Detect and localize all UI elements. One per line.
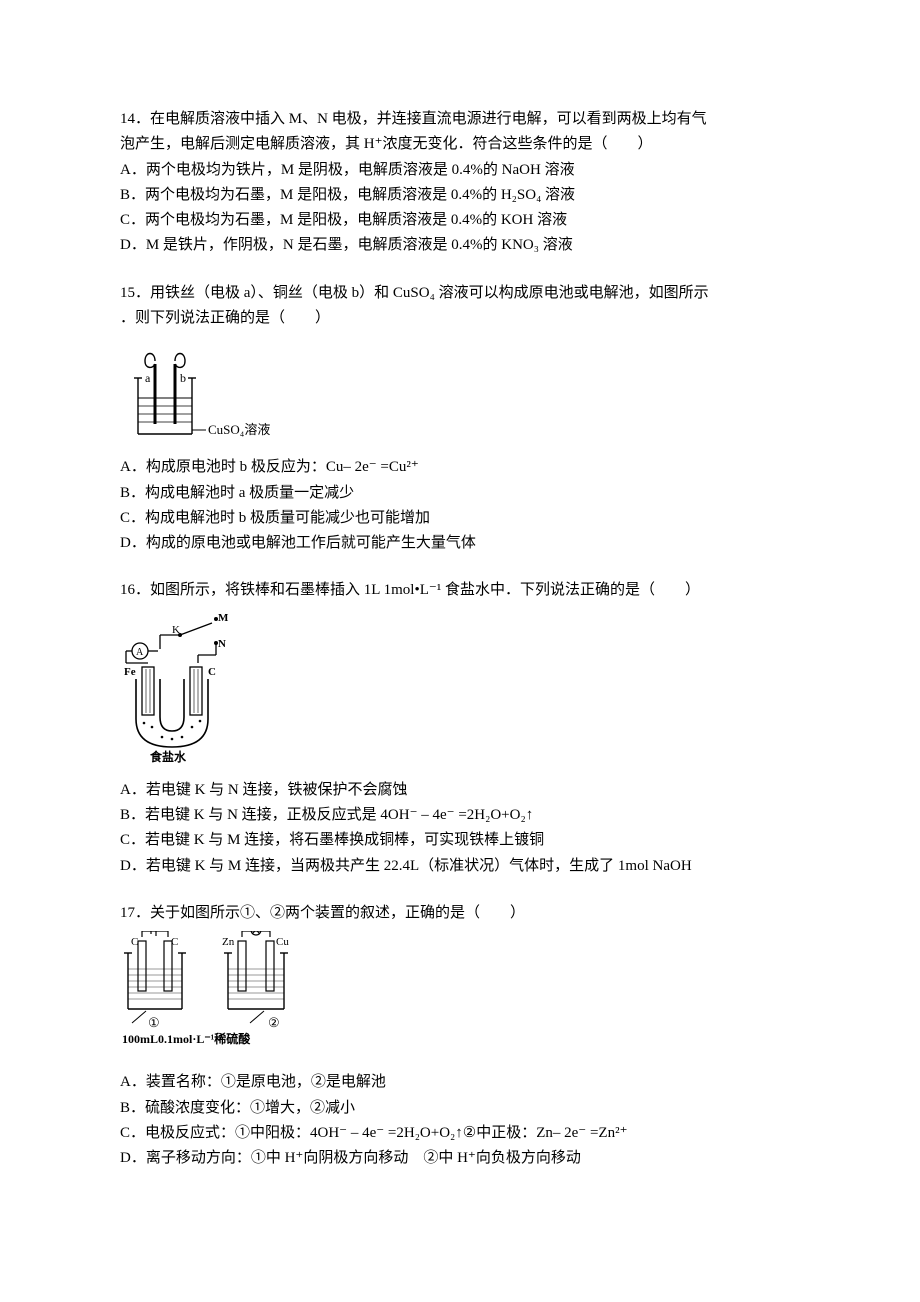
q14-stem-line1: 14．在电解质溶液中插入 M、N 电极，并连接直流电源进行电解，可以看到两极上均…	[120, 108, 800, 131]
q14-stem-line2: 泡产生，电解后测定电解质溶液，其 H⁺浓度无变化．符合这些条件的是（ ）	[120, 133, 800, 156]
q17-option-a: A．装置名称：①是原电池，②是电解池	[120, 1071, 800, 1094]
svg-text:b: b	[180, 371, 186, 385]
q17-option-d: D．离子移动方向：①中 H⁺向阴极方向移动 ②中 H⁺向负极方向移动	[120, 1147, 800, 1170]
question-14: 14．在电解质溶液中插入 M、N 电极，并连接直流电源进行电解，可以看到两极上均…	[120, 108, 800, 258]
q17-cu-label: Cu	[276, 936, 289, 948]
q17-figure: C C ①	[120, 931, 330, 1059]
q14-option-a: A．两个电极均为铁片，M 是阴极，电解质溶液是 0.4%的 NaOH 溶液	[120, 159, 800, 182]
q15-option-b: B．构成电解池时 a 极质量一定减少	[120, 482, 800, 505]
q16-option-b: B．若电键 K 与 N 连接，正极反应式是 4OH⁻ – 4e⁻ =2H₂O+O…	[120, 804, 800, 827]
question-15: 15．用铁丝（电极 a）、铜丝（电极 b）和 CuSO₄ 溶液可以构成原电池或电…	[120, 282, 800, 556]
q16-c-label: C	[208, 666, 216, 678]
q14-option-d: D．M 是铁片，作阴极，N 是石墨，电解质溶液是 0.4%的 KNO₃ 溶液	[120, 234, 800, 257]
q14-option-c: C．两个电极均为石墨，M 是阳极，电解质溶液是 0.4%的 KOH 溶液	[120, 209, 800, 232]
q15-option-d: D．构成的原电池或电解池工作后就可能产生大量气体	[120, 532, 800, 555]
q17-c1-label: C	[131, 936, 138, 948]
question-16: 16．如图所示，将铁棒和石墨棒插入 1L 1mol•L⁻¹ 食盐水中．下列说法正…	[120, 579, 800, 878]
q16-fig-label: 食盐水	[149, 749, 187, 764]
q15-figure: a b CuSO₄溶液	[120, 336, 300, 444]
q17-zn-label: Zn	[222, 936, 235, 948]
q17-stem: 17．关于如图所示①、②两个装置的叙述，正确的是（ ）	[120, 902, 800, 925]
q16-fe-label: Fe	[124, 666, 136, 678]
q14-option-b: B．两个电极均为石墨，M 是阳极，电解质溶液是 0.4%的 H₂SO₄ 溶液	[120, 184, 800, 207]
q17-option-c: C．电极反应式：①中阳极：4OH⁻ – 4e⁻ =2H₂O+O₂↑②中正极：Zn…	[120, 1122, 800, 1145]
q16-option-d: D．若电键 K 与 M 连接，当两极共产生 22.4L（标准状况）气体时，生成了…	[120, 855, 800, 878]
q15-stem-line1: 15．用铁丝（电极 a）、铜丝（电极 b）和 CuSO₄ 溶液可以构成原电池或电…	[120, 282, 800, 305]
question-17: 17．关于如图所示①、②两个装置的叙述，正确的是（ ） C C	[120, 902, 800, 1171]
q15-option-c: C．构成电解池时 b 极质量可能减少也可能增加	[120, 507, 800, 530]
q17-num2: ②	[268, 1015, 280, 1030]
q17-caption: 100mL0.1mol·L⁻¹稀硫酸	[122, 1031, 251, 1046]
svg-text:a: a	[145, 371, 151, 385]
q16-stem: 16．如图所示，将铁棒和石墨棒插入 1L 1mol•L⁻¹ 食盐水中．下列说法正…	[120, 579, 800, 602]
q17-num1: ①	[148, 1015, 160, 1030]
q16-figure: K M N A Fe C	[120, 609, 240, 767]
q16-option-c: C．若电键 K 与 M 连接，将石墨棒换成铜棒，可实现铁棒上镀铜	[120, 829, 800, 852]
q16-n-label: N	[218, 638, 226, 650]
q15-stem-line2: ．则下列说法正确的是（ ）	[120, 307, 800, 330]
q15-option-a: A．构成原电池时 b 极反应为：Cu– 2e⁻ =Cu²⁺	[120, 456, 800, 479]
q15-fig-label: CuSO₄溶液	[208, 422, 270, 437]
exam-page: 14．在电解质溶液中插入 M、N 电极，并连接直流电源进行电解，可以看到两极上均…	[0, 0, 920, 1254]
svg-text:A: A	[136, 647, 144, 658]
q16-m-label: M	[218, 612, 229, 624]
q17-option-b: B．硫酸浓度变化：①增大，②减小	[120, 1097, 800, 1120]
q16-option-a: A．若电键 K 与 N 连接，铁被保护不会腐蚀	[120, 779, 800, 802]
